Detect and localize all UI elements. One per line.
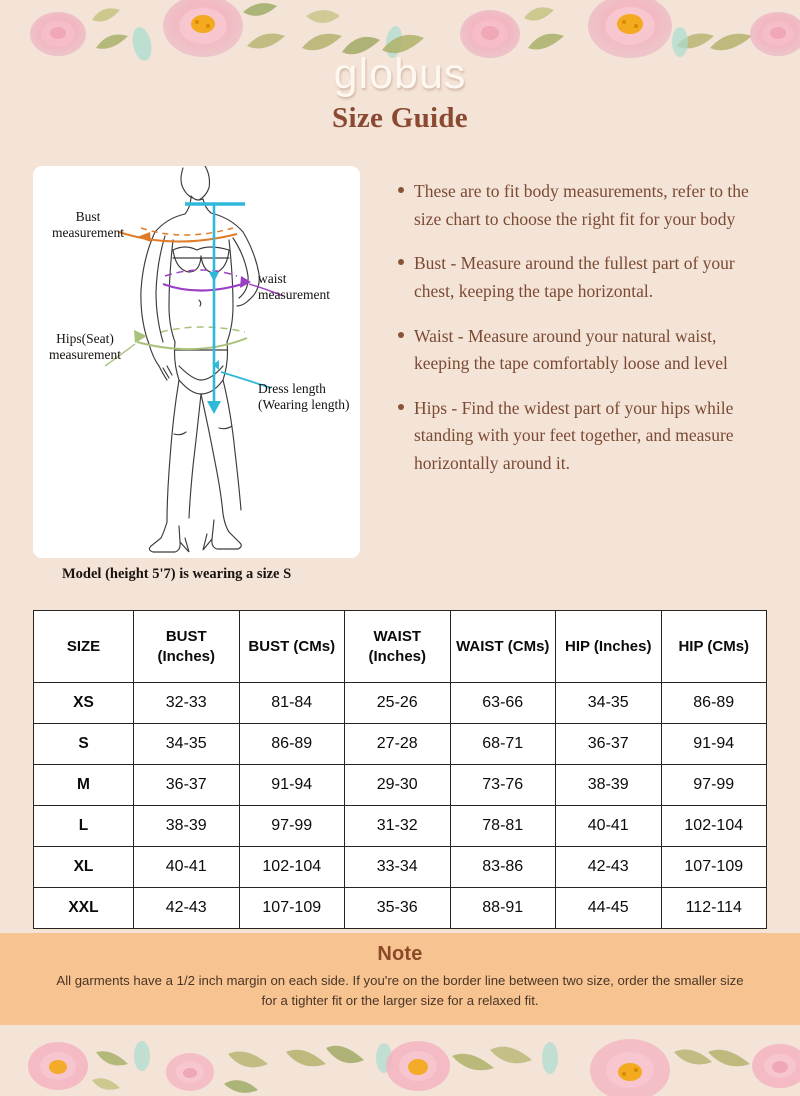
page-title: Size Guide xyxy=(332,102,468,135)
dress-length-label: Dress length (Wearing length) xyxy=(258,381,350,412)
cell-size: XS xyxy=(33,682,134,724)
cell-bust-inches: 34-35 xyxy=(133,723,240,765)
column-header-hip-inches: HIP (Inches) xyxy=(555,610,662,683)
cell-waist-inches: 29-30 xyxy=(344,764,451,806)
cell-bust-inches: 36-37 xyxy=(133,764,240,806)
cell-waist-cms: 78-81 xyxy=(449,805,556,847)
cell-bust-cms: 97-99 xyxy=(238,805,345,847)
cell-size: XXL xyxy=(33,887,134,929)
hips-measure-line xyxy=(104,326,248,367)
list-item: Hips - Find the widest part of your hips… xyxy=(398,395,768,478)
cell-bust-inches: 40-41 xyxy=(133,846,240,888)
column-header-hip-cms: HIP (CMs) xyxy=(660,610,767,683)
cell-waist-cms: 83-86 xyxy=(449,846,556,888)
table-row: S 34-35 86-89 27-28 68-71 36-37 91-94 xyxy=(33,723,767,765)
cell-waist-inches: 31-32 xyxy=(344,805,451,847)
cell-bust-cms: 86-89 xyxy=(238,723,345,765)
cell-bust-cms: 102-104 xyxy=(238,846,345,888)
waist-measure-line xyxy=(162,269,284,297)
measurement-instructions: These are to fit body measurements, refe… xyxy=(398,178,768,495)
note-body: All garments have a 1/2 inch margin on e… xyxy=(56,973,744,1009)
waist-label: waist measurement xyxy=(258,271,330,302)
cell-hip-inches: 44-45 xyxy=(555,887,662,929)
cell-hip-cms: 112-114 xyxy=(660,887,767,929)
table-header-row: SIZE BUST (Inches) BUST (CMs) WAIST (Inc… xyxy=(33,610,767,683)
model-caption: Model (height 5'7) is wearing a size S xyxy=(62,566,292,582)
column-header-bust-cms: BUST (CMs) xyxy=(238,610,345,683)
column-header-bust-inches: BUST (Inches) xyxy=(133,610,240,683)
cell-bust-inches: 42-43 xyxy=(133,887,240,929)
cell-bust-inches: 32-33 xyxy=(133,682,240,724)
cell-hip-cms: 107-109 xyxy=(660,846,767,888)
note-title: Note xyxy=(377,943,423,965)
size-chart-table: SIZE BUST (Inches) BUST (CMs) WAIST (Inc… xyxy=(33,610,767,929)
floral-border-bottom xyxy=(0,1034,800,1096)
cell-hip-inches: 36-37 xyxy=(555,723,662,765)
instruction-text: Bust - Measure around the fullest part o… xyxy=(414,253,735,301)
column-header-waist-inches: WAIST (Inches) xyxy=(344,610,451,683)
cell-hip-cms: 91-94 xyxy=(660,723,767,765)
list-item: Waist - Measure around your natural wais… xyxy=(398,323,768,378)
table-row: L 38-39 97-99 31-32 78-81 40-41 102-104 xyxy=(33,805,767,847)
cell-waist-cms: 63-66 xyxy=(449,682,556,724)
cell-hip-cms: 102-104 xyxy=(660,805,767,847)
bullet-icon xyxy=(398,323,414,378)
measurement-diagram-panel xyxy=(33,166,360,558)
cell-hip-inches: 42-43 xyxy=(555,846,662,888)
note-section: Note All garments have a 1/2 inch margin… xyxy=(0,933,800,1025)
table-row: XXL 42-43 107-109 35-36 88-91 44-45 112-… xyxy=(33,887,767,929)
bullet-icon xyxy=(398,178,414,233)
cell-waist-inches: 35-36 xyxy=(344,887,451,929)
cell-hip-cms: 97-99 xyxy=(660,764,767,806)
cell-waist-inches: 25-26 xyxy=(344,682,451,724)
cell-size: L xyxy=(33,805,134,847)
cell-hip-inches: 34-35 xyxy=(555,682,662,724)
page-header: globus Size Guide xyxy=(0,50,800,135)
bust-measure-line xyxy=(118,227,238,243)
bullet-icon xyxy=(398,250,414,305)
cell-waist-cms: 73-76 xyxy=(449,764,556,806)
cell-bust-cms: 91-94 xyxy=(238,764,345,806)
cell-hip-inches: 38-39 xyxy=(555,764,662,806)
cell-hip-inches: 40-41 xyxy=(555,805,662,847)
table-row: XS 32-33 81-84 25-26 63-66 34-35 86-89 xyxy=(33,682,767,724)
table-row: M 36-37 91-94 29-30 73-76 38-39 97-99 xyxy=(33,764,767,806)
bust-label: Bust measurement xyxy=(52,209,124,240)
brand-logo: globus xyxy=(333,50,467,98)
cell-size: XL xyxy=(33,846,134,888)
dress-length-line xyxy=(185,202,272,414)
cell-hip-cms: 86-89 xyxy=(660,682,767,724)
list-item: These are to fit body measurements, refe… xyxy=(398,178,768,233)
column-header-size: SIZE xyxy=(33,610,134,683)
cell-waist-inches: 27-28 xyxy=(344,723,451,765)
cell-bust-cms: 81-84 xyxy=(238,682,345,724)
table-row: XL 40-41 102-104 33-34 83-86 42-43 107-1… xyxy=(33,846,767,888)
cell-size: M xyxy=(33,764,134,806)
cell-bust-inches: 38-39 xyxy=(133,805,240,847)
cell-waist-inches: 33-34 xyxy=(344,846,451,888)
bullet-icon xyxy=(398,395,414,478)
list-item: Bust - Measure around the fullest part o… xyxy=(398,250,768,305)
cell-bust-cms: 107-109 xyxy=(238,887,345,929)
instruction-text: Waist - Measure around your natural wais… xyxy=(414,325,728,374)
column-header-waist-cms: WAIST (CMs) xyxy=(449,610,556,683)
cell-size: S xyxy=(33,723,134,765)
instruction-text: Hips - Find the widest part of your hips… xyxy=(414,397,734,474)
instruction-text: These are to fit body measurements, refe… xyxy=(414,181,749,229)
hips-label: Hips(Seat) measurement xyxy=(49,331,121,362)
cell-waist-cms: 68-71 xyxy=(449,723,556,765)
body-figure-illustration xyxy=(104,166,284,553)
cell-waist-cms: 88-91 xyxy=(449,887,556,929)
